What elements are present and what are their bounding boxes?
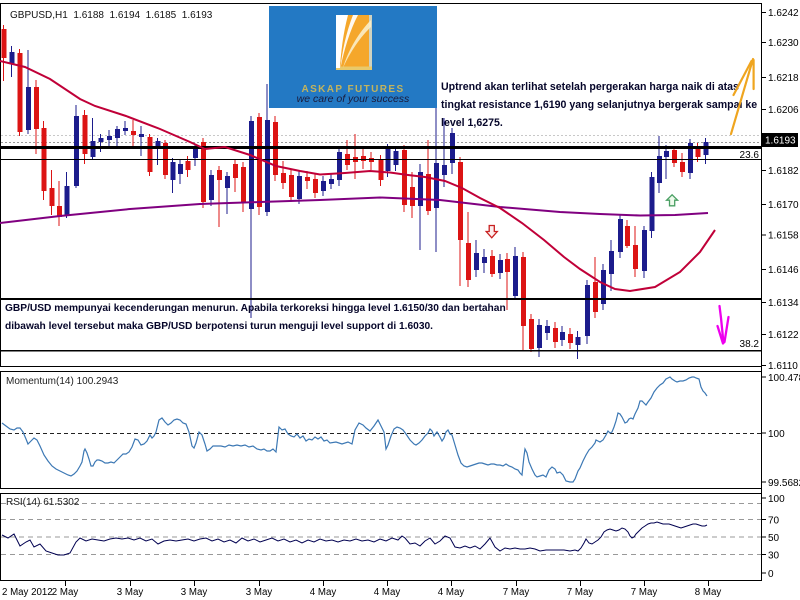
svg-text:1.6122: 1.6122 [768, 330, 799, 341]
svg-text:7 May: 7 May [503, 587, 530, 598]
svg-text:50: 50 [768, 533, 780, 544]
svg-text:1.6110: 1.6110 [768, 361, 798, 372]
svg-text:1.6193: 1.6193 [765, 136, 796, 147]
svg-text:1.6146: 1.6146 [768, 265, 799, 276]
svg-text:2 May 2012: 2 May 2012 [2, 587, 53, 598]
svg-text:0: 0 [768, 569, 774, 580]
svg-text:3 May: 3 May [117, 587, 144, 598]
svg-text:4 May: 4 May [310, 587, 337, 598]
svg-text:99.5682: 99.5682 [768, 478, 800, 489]
svg-text:1.6158: 1.6158 [768, 231, 799, 242]
svg-text:7 May: 7 May [631, 587, 658, 598]
svg-text:GBPUSD,H1 1.6188 1.6194 1.6: GBPUSD,H1 1.6188 1.6194 1.6185 1.6193 [10, 10, 213, 21]
svg-text:GBP/USD mempunyai kecenderunga: GBP/USD mempunyai kecenderungan menurun.… [5, 303, 506, 314]
svg-text:dibawah level tersebut maka GB: dibawah level tersebut maka GBP/USD berp… [5, 321, 433, 332]
svg-text:4 May: 4 May [374, 587, 401, 598]
svg-text:RSI(14) 61.5302: RSI(14) 61.5302 [6, 497, 80, 508]
svg-text:2 May: 2 May [52, 587, 79, 598]
svg-text:3 May: 3 May [181, 587, 208, 598]
svg-text:4 May: 4 May [438, 587, 465, 598]
svg-text:1.6242: 1.6242 [768, 8, 799, 19]
svg-text:8 May: 8 May [695, 587, 722, 598]
svg-text:3 May: 3 May [246, 587, 273, 598]
svg-text:1.6218: 1.6218 [768, 73, 799, 84]
svg-text:ASKAP FUTURES: ASKAP FUTURES [301, 84, 404, 95]
svg-text:1.6230: 1.6230 [768, 38, 799, 49]
svg-text:30: 30 [768, 551, 780, 562]
svg-text:23.6: 23.6 [740, 150, 760, 161]
svg-text:1.6134: 1.6134 [768, 298, 799, 309]
svg-text:Momentum(14) 100.2943: Momentum(14) 100.2943 [6, 376, 119, 387]
svg-text:100: 100 [768, 429, 785, 440]
svg-text:7 May: 7 May [567, 587, 594, 598]
svg-text:1.6182: 1.6182 [768, 166, 799, 177]
svg-text:38.2: 38.2 [740, 339, 760, 350]
svg-text:Uptrend akan terlihat setelah: Uptrend akan terlihat setelah pergerakan… [441, 81, 739, 93]
svg-text:level 1,6275.: level 1,6275. [441, 117, 503, 129]
svg-text:we care of your success: we care of your success [297, 93, 410, 105]
svg-text:70: 70 [768, 516, 780, 527]
svg-text:100: 100 [768, 494, 785, 505]
svg-text:1.6170: 1.6170 [768, 200, 799, 211]
svg-text:1.6206: 1.6206 [768, 105, 799, 116]
svg-text:tingkat resistance 1,6190 yang: tingkat resistance 1,6190 yang selanjutn… [441, 99, 757, 111]
svg-text:100.478: 100.478 [768, 373, 800, 384]
